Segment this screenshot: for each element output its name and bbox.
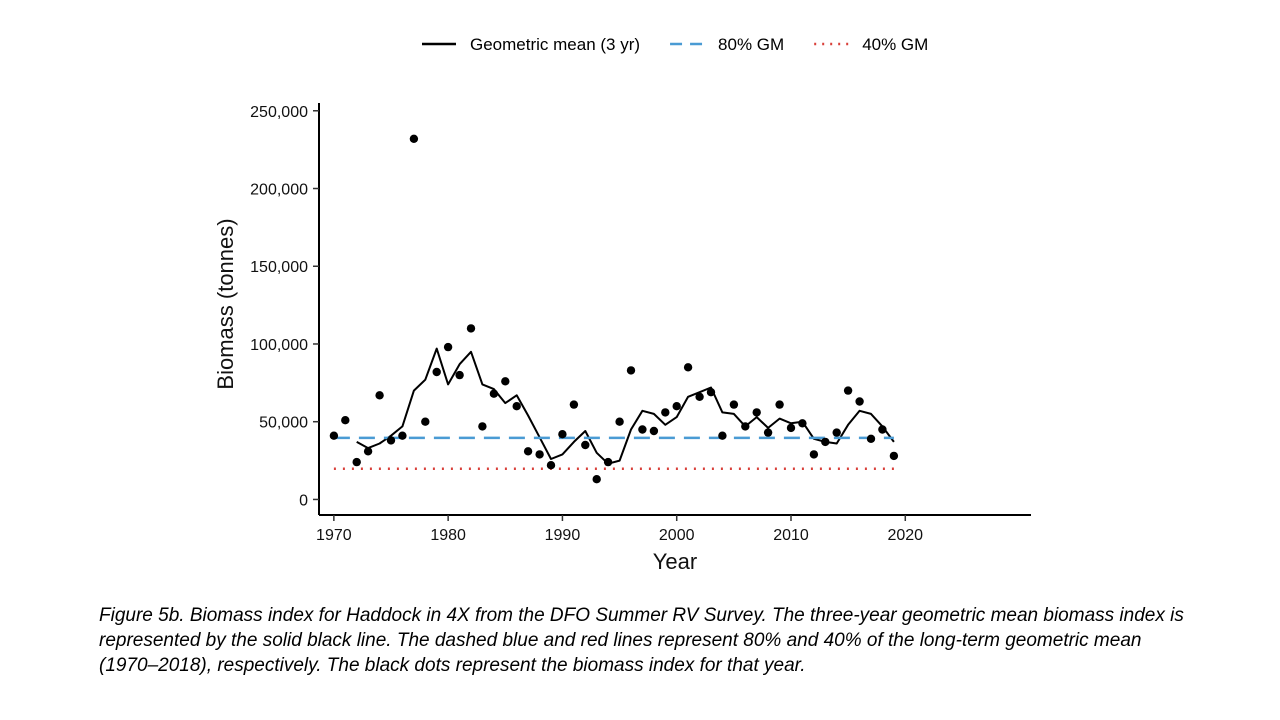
- data-point: [649, 426, 659, 436]
- data-point: [455, 370, 464, 380]
- x-tick-label: 2020: [887, 527, 923, 544]
- data-point: [341, 416, 350, 425]
- data-point: [718, 431, 727, 440]
- data-point: [661, 408, 670, 417]
- data-point: [398, 431, 407, 440]
- chart-axes: 0 50,000 100,000 150,000 200,000 250,000 1970 1…: [213, 103, 1031, 574]
- series-line-1: [356, 347, 895, 465]
- data-point: [729, 400, 739, 409]
- data-point: [626, 366, 636, 375]
- legend-label-1: Geometric mean (3 yr): [470, 35, 640, 54]
- x-tick-label: 1990: [545, 527, 581, 544]
- data-point: [592, 475, 601, 484]
- data-point: [501, 377, 510, 386]
- chart-legend: Geometric mean (3 yr) 80% GM 40% GM: [422, 35, 928, 54]
- data-point: [741, 422, 750, 431]
- data-point: [832, 428, 841, 437]
- data-point: [375, 391, 384, 400]
- y-tick-label: 150,000: [250, 259, 308, 276]
- data-point: [363, 447, 373, 456]
- data-point: [409, 134, 419, 143]
- data-point: [775, 400, 784, 409]
- data-point: [683, 363, 693, 372]
- data-point: [798, 419, 807, 428]
- data-point: [638, 425, 647, 434]
- x-tick-label: 2000: [659, 527, 695, 544]
- data-point: [558, 430, 567, 439]
- data-point: [695, 392, 704, 401]
- y-tick-label: 100,000: [250, 337, 308, 354]
- legend-label-2: 80% GM: [718, 35, 784, 54]
- data-point: [786, 423, 796, 433]
- y-tick-label: 250,000: [250, 104, 308, 121]
- data-point: [615, 417, 624, 426]
- data-point: [821, 437, 830, 447]
- data-point: [569, 400, 579, 409]
- data-point: [329, 431, 339, 440]
- biomass-chart: Geometric mean (3 yr) 80% GM 40% GM 0 50,00…: [213, 35, 1031, 574]
- data-point: [478, 422, 487, 431]
- legend-label-3: 40% GM: [862, 35, 928, 54]
- figure-caption: Figure 5b. Biomass index for Haddock in …: [99, 605, 1184, 676]
- chart-series: [333, 347, 895, 470]
- data-point: [546, 461, 556, 470]
- x-tick-label: 1970: [316, 527, 352, 544]
- data-point: [855, 397, 864, 406]
- data-point: [352, 457, 361, 467]
- data-point: [386, 436, 396, 445]
- data-point: [763, 428, 773, 437]
- y-axis-title: Biomass (tonnes): [213, 218, 238, 389]
- data-point: [466, 324, 476, 333]
- data-point: [443, 342, 453, 352]
- data-point: [752, 408, 761, 417]
- data-point: [706, 388, 716, 397]
- chart-points: [329, 134, 899, 484]
- data-point: [603, 457, 613, 467]
- y-tick-label: 0: [299, 492, 308, 509]
- data-point: [672, 402, 681, 411]
- data-point: [432, 367, 441, 377]
- y-tick-label: 200,000: [250, 182, 308, 199]
- data-point: [535, 450, 544, 459]
- y-tick-label: 50,000: [259, 415, 308, 432]
- data-point: [421, 417, 430, 426]
- data-point: [512, 402, 521, 411]
- x-tick-label: 1980: [430, 527, 466, 544]
- x-axis-title: Year: [653, 549, 697, 574]
- data-point: [843, 386, 853, 395]
- data-point: [866, 434, 876, 443]
- data-point: [489, 389, 499, 398]
- data-point: [809, 450, 819, 459]
- data-point: [523, 447, 533, 456]
- data-point: [878, 425, 887, 434]
- x-tick-label: 2010: [773, 527, 809, 544]
- data-point: [889, 451, 899, 461]
- data-point: [581, 440, 590, 450]
